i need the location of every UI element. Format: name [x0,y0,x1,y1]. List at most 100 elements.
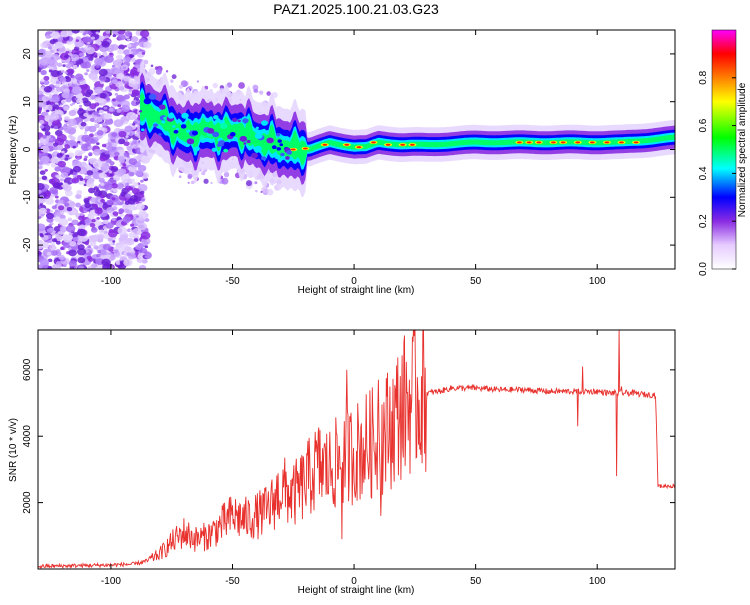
spectrogram-cell [95,253,101,258]
spectrogram-cell [58,218,69,226]
colorbar-ticks: 0.0 0.2 0.4 0.6 0.8 [698,70,736,276]
spectrogram-cell [93,245,99,250]
x-tick-label: 50 [470,276,482,287]
spectrogram-cell [65,200,76,209]
spectrogram-cell [59,76,67,83]
y-tick-label: 10 [22,96,33,108]
spectrogram-cell [64,190,73,197]
spectrogram-cell [92,148,102,156]
spectrogram-cell [133,99,137,102]
spectrogram-cell [77,140,81,144]
spectrogram-cell [140,231,151,240]
spectrogram-cell [87,145,93,151]
spectrogram-cell [67,118,77,127]
spectrogram-cell [117,33,126,41]
spectrogram-cell [111,132,118,137]
y-tick-label: -20 [22,237,33,252]
y-tick-label: 2000 [22,491,33,514]
spectrogram-cell [39,58,49,66]
x-tick-label: 0 [351,276,357,287]
spectrogram-cell [43,85,53,93]
spectrogram-cell [133,238,139,242]
spectrogram-cell [44,244,50,248]
spectrogram-cell [111,142,118,148]
spectrogram-ylabel: Frequency (Hz) [8,116,19,185]
spectrogram-cell [71,219,79,226]
spectrogram-cell [52,238,58,243]
spectrogram-cell [124,125,133,133]
spectrogram-cell [67,68,75,75]
y-tick-label: 4000 [22,425,33,448]
spectrogram-cell [76,248,87,256]
spectrogram-cell [98,109,105,114]
spectrogram-cell [56,133,67,142]
spectrogram-cell [112,175,120,181]
spectrogram-cell [56,144,64,151]
spectrogram-cell [40,234,44,238]
x-tick-label: 100 [589,576,606,587]
spectrogram-cell [65,48,70,52]
spectrogram-cell [91,218,96,223]
spectrogram-cell [106,199,113,206]
spectrogram-peak [385,143,391,146]
spectrogram-cell [84,136,95,145]
spectrogram-cell [254,132,263,139]
spectrogram-cell [94,57,104,66]
spectrogram-cell [50,250,58,256]
spectrogram-cell [61,150,65,154]
spectrogram-cell [67,217,73,222]
spectrogram-cell [116,108,122,113]
spectrogram-cell [39,119,45,125]
spectrogram-cell [193,146,200,152]
spectrogram-cell [38,176,42,182]
spectrogram-cell [56,56,61,60]
spectrogram-cell [135,101,140,106]
spectrogram-cell [137,164,147,172]
spectrogram-cell [115,94,125,102]
spectrogram-cell [87,257,94,262]
spectrogram-cell [201,171,206,176]
spectrogram-cell [72,64,78,69]
spectrogram-cell [163,116,168,121]
spectrogram-cell [133,75,138,80]
spectrogram-cell [132,181,139,187]
spectrogram-cell [83,183,87,187]
spectrogram-cell [58,199,64,204]
spectrogram-cell [96,233,105,240]
spectrogram-cell [126,145,133,151]
spectrogram-cell [132,115,138,120]
spectrogram-cell [158,133,162,136]
spectrogram-cell [143,59,149,65]
spectrogram-cell [137,184,148,192]
spectrogram-cell [107,142,112,146]
spectrogram-cell [66,206,73,212]
spectrogram-cell [130,178,135,183]
spectrogram-cell [107,237,113,242]
spectrogram-cell [132,123,136,126]
spectrogram-cell [232,117,238,123]
spectrogram-cell [64,71,68,75]
spectrogram-cell [69,212,73,216]
spectrogram-cell [123,258,133,267]
spectrogram-cell [48,137,54,141]
spectrogram-cell [68,110,77,117]
spectrogram-cell [196,80,200,83]
spectrogram-cell [134,64,139,68]
spectrogram-cell [170,79,174,83]
spectrogram-cell [72,86,82,95]
spectrogram-cell [65,224,76,233]
spectrogram-cell [108,229,118,238]
colorbar-label: Normalized spectral amplitude [737,82,748,217]
spectrogram-cell [55,83,61,88]
spectrogram-peak [526,141,532,144]
spectrogram-cell [67,152,75,158]
spectrogram-cell [72,102,76,105]
spectrogram-cell [115,222,122,227]
spectrogram-cell [118,208,125,214]
spectrogram-cell [105,30,111,34]
spectrogram-cell [55,41,64,49]
spectrogram-cell [280,152,285,157]
spectrogram-cell [242,118,249,124]
spectrogram-cell [40,69,47,76]
